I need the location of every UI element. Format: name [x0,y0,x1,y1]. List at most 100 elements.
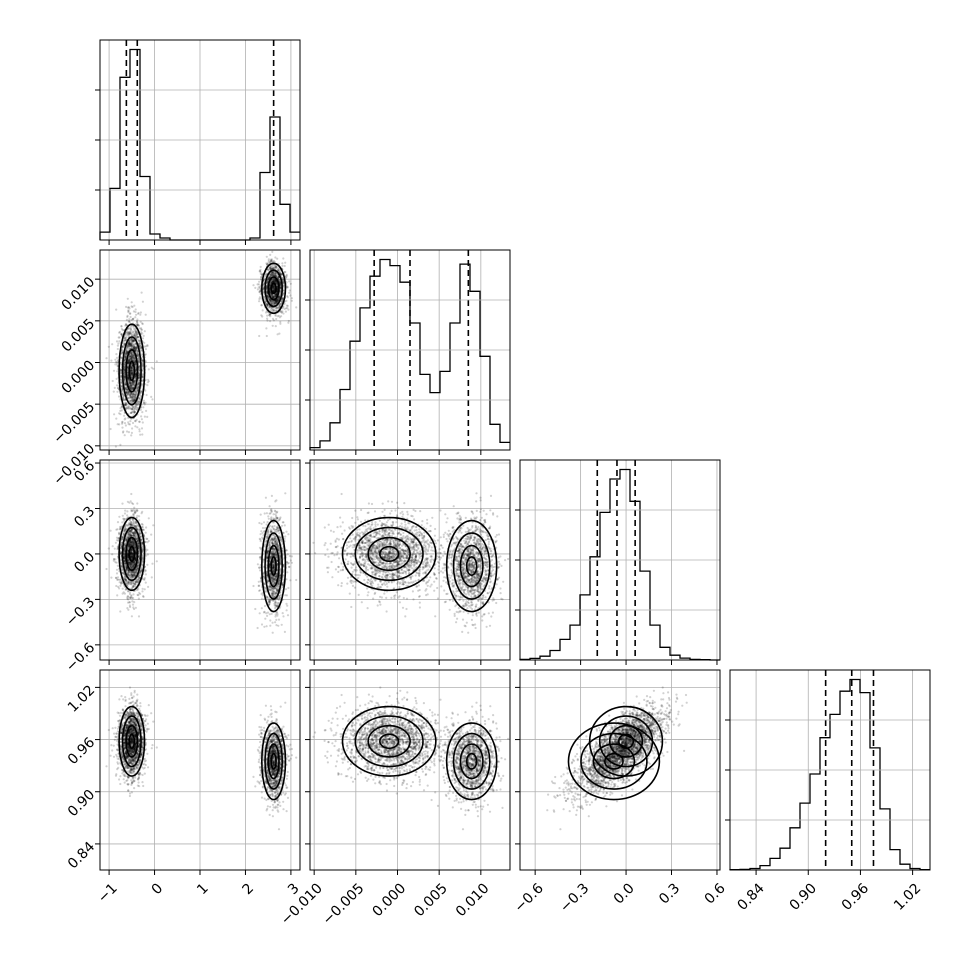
scatter-point [116,347,119,351]
scatter-point [131,345,134,348]
scatter-point [272,296,275,299]
scatter-point [126,314,129,317]
scatter-point [145,409,148,412]
scatter-point [278,269,281,272]
scatter-point [256,283,259,286]
scatter-point [133,346,136,349]
scatter-point [138,359,141,362]
scatter-point [270,303,273,306]
scatter-point [130,342,133,345]
scatter-point [125,352,128,355]
scatter-point [128,307,131,310]
scatter-point [125,305,128,308]
scatter-point [133,410,136,413]
scatter-point [127,374,130,377]
scatter-point [127,341,130,344]
scatter-point [122,341,125,345]
scatter-point [271,260,275,263]
scatter-point [130,385,133,388]
scatter-point [265,303,268,306]
scatter-point [118,515,121,518]
scatter-point [285,304,288,307]
scatter-point [139,343,142,346]
scatter-point [133,410,136,413]
scatter-point [265,334,268,338]
scatter-point [128,355,131,358]
scatter-point [290,297,293,300]
scatter-point [115,308,118,311]
scatter-point [132,310,135,313]
scatter-point [136,426,139,429]
scatter-point [130,396,134,399]
scatter-point [265,255,268,258]
scatter-point [132,357,136,360]
scatter-points [105,250,298,448]
scatter-point [133,346,136,349]
scatter-point [252,284,255,287]
scatter-point [265,285,268,288]
scatter-point [273,295,276,298]
scatter-point [116,390,119,393]
scatter-point [124,339,127,342]
scatter-point [131,334,134,337]
scatter-point [129,344,133,347]
scatter-point [275,273,278,276]
scatter-point [115,384,119,387]
scatter-point [270,271,274,274]
scatter-point [138,428,141,431]
scatter-point [127,407,130,410]
scatter-point [287,321,290,324]
scatter-point [134,327,137,330]
scatter-point [128,342,131,346]
scatter-point [274,264,277,267]
scatter-point [134,372,137,375]
scatter-point [127,406,130,409]
scatter-point [274,313,277,316]
scatter-point [131,386,134,390]
scatter-point [132,339,135,342]
scatter-point [132,392,135,395]
scatter-point [130,353,134,356]
scatter-point [147,380,150,383]
scatter-point [130,358,133,361]
scatter-point [272,271,275,274]
scatter-point [127,343,130,346]
scatter-point [107,547,110,550]
scatter-point [271,280,274,283]
scatter-point [266,304,269,308]
scatter-point [279,281,282,284]
scatter-point [275,293,278,296]
scatter-point [272,280,275,283]
scatter-point [126,366,129,370]
scatter-point [274,274,277,277]
scatter-point [122,399,125,402]
scatter-point [133,406,136,410]
scatter-point [281,264,284,267]
scatter-point [274,293,277,296]
scatter-point [129,332,132,335]
scatter-point [118,412,121,415]
scatter-point [137,339,140,342]
scatter-point [130,369,133,372]
scatter-point [130,344,133,347]
scatter-point [136,353,139,356]
scatter-point [146,384,149,387]
scatter-point [135,329,138,333]
scatter-point [130,338,133,341]
scatter-point [134,330,138,333]
scatter-point [267,277,270,280]
scatter-point [284,276,288,279]
scatter-point [140,522,143,526]
scatter-point [136,321,139,325]
scatter-point [123,363,126,366]
scatter-point [120,378,123,381]
scatter-point [279,310,282,313]
scatter-point [271,265,274,268]
scatter-point [271,286,274,289]
scatter-point [133,346,136,349]
scatter-point [112,390,115,393]
scatter-point [123,367,126,370]
scatter-point [271,267,274,270]
scatter-point [260,592,263,596]
scatter-point [272,302,275,305]
